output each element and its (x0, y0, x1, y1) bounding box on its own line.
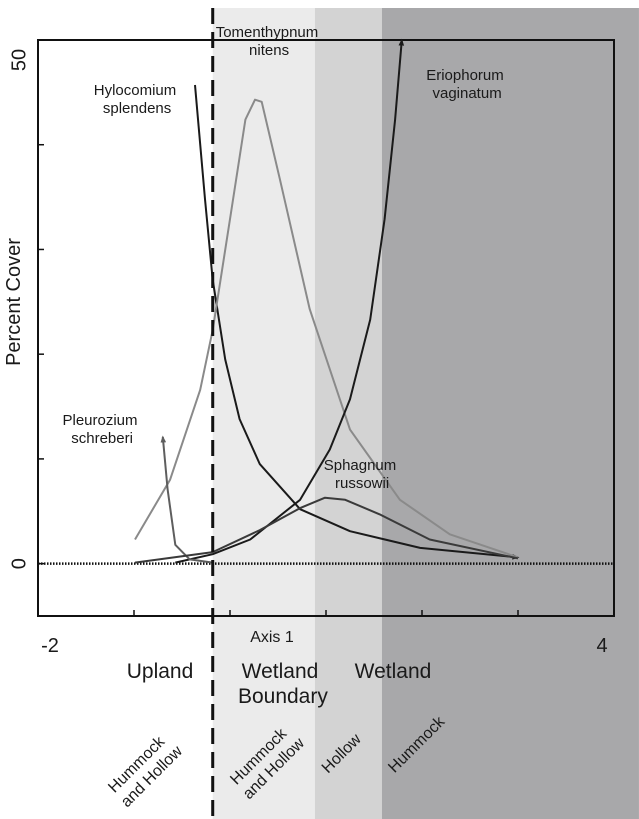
species-label: Pleurozium schreberi (62, 412, 137, 447)
zone-label: Wetland (355, 660, 432, 683)
x-axis-label: Axis 1 (250, 629, 294, 646)
x-tick-label: -2 (41, 635, 59, 657)
y-tick-label: 0 (8, 558, 30, 569)
species-curve (194, 84, 520, 560)
microtopography-label: Hummock and Hollow (101, 729, 186, 814)
species-curve (134, 496, 519, 564)
zone-band (314, 8, 382, 819)
species-label: Tomenthypnum nitens (216, 24, 319, 59)
zone-band (212, 8, 315, 819)
zone-shading (212, 8, 639, 819)
species-label: Hylocomium splendens (94, 82, 177, 117)
y-axis-label: Percent Cover (3, 238, 25, 366)
species-curve (160, 435, 213, 564)
plot-area: 0 50 -2 4 Hylocomium splendens Tomenthypnum n… (8, 24, 615, 657)
species-label: Eriophorum vaginatum (426, 67, 504, 102)
zone-label: Wetland Boundary (232, 660, 328, 708)
species-curve (134, 98, 519, 559)
species-curve (175, 38, 405, 564)
x-tick-label: 4 (596, 635, 607, 657)
y-tick-label: 50 (8, 49, 30, 71)
zone-label: Upland (127, 660, 194, 683)
species-label: Sphagnum russowii (324, 457, 397, 492)
zone-band (381, 8, 639, 819)
